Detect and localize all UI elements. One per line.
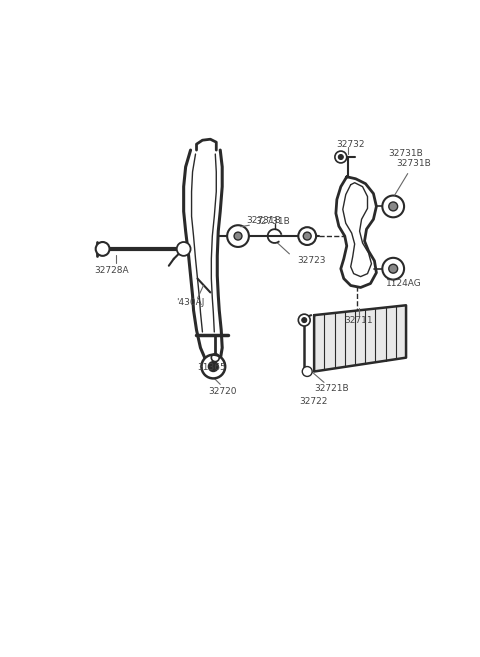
Text: 32732: 32732 [336,140,364,149]
Text: '430AJ: '430AJ [176,298,204,307]
Text: 32722: 32722 [300,397,328,406]
Text: 32731B: 32731B [388,149,423,158]
Circle shape [383,196,404,217]
Circle shape [234,232,242,240]
Circle shape [96,242,109,256]
Circle shape [335,151,347,163]
Text: 32720: 32720 [208,388,237,396]
Text: 32723: 32723 [297,256,326,265]
Circle shape [298,227,316,245]
Circle shape [302,367,312,376]
Circle shape [298,314,310,326]
Circle shape [303,232,311,240]
Circle shape [383,258,404,280]
Circle shape [389,202,397,211]
Text: 32731B: 32731B [241,217,289,227]
Text: 32728A: 32728A [95,265,129,275]
Circle shape [338,154,343,160]
Text: 31365: 31365 [197,363,226,372]
Circle shape [177,242,191,256]
Text: 32731B: 32731B [395,160,431,195]
Text: 1124AG: 1124AG [386,279,422,288]
Circle shape [208,361,218,371]
Text: 32711: 32711 [344,316,372,325]
Text: 32731B: 32731B [246,216,281,225]
Polygon shape [314,306,406,371]
Circle shape [389,264,397,273]
Circle shape [227,225,249,247]
Circle shape [202,355,225,378]
Circle shape [302,317,307,323]
Text: 32721B: 32721B [314,384,349,394]
